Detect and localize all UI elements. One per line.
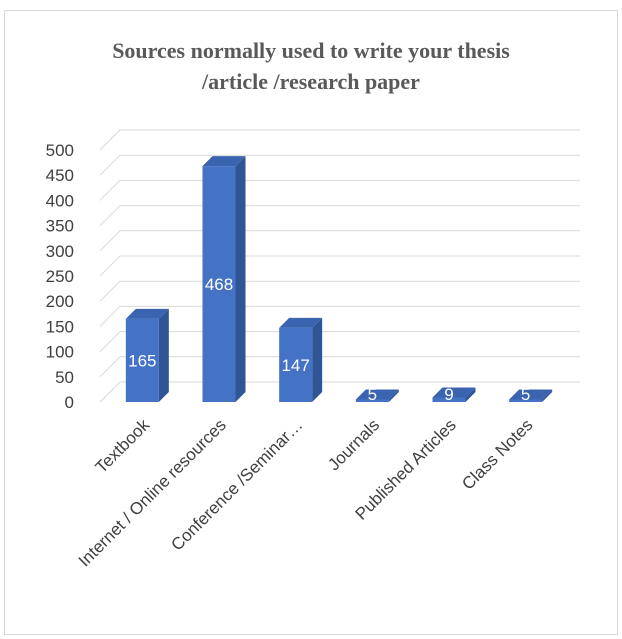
gridline (99, 129, 580, 151)
bar-top (355, 389, 399, 400)
data-label: 147 (281, 356, 309, 375)
y-tick-label: 300 (46, 242, 74, 261)
bar-side (312, 317, 323, 402)
y-tick-label: 500 (46, 141, 74, 160)
bar (125, 318, 159, 402)
y-tick-label: 100 (46, 343, 74, 362)
x-tick-label: Conference /Seminar… (167, 415, 306, 554)
bar-side (235, 156, 246, 402)
gridline (99, 154, 580, 176)
chart-title-line-2: /article /research paper (202, 69, 420, 94)
x-tick-label: Journals (324, 415, 383, 474)
gridline (99, 356, 580, 378)
data-label: 9 (444, 385, 453, 404)
bar-side (158, 308, 169, 402)
gridline (99, 305, 580, 327)
chart-title: Sources normally used to write your thes… (5, 35, 617, 97)
y-tick-label: 450 (46, 166, 74, 185)
bar-side (465, 387, 476, 402)
chart-title-line-1: Sources normally used to write your thes… (112, 38, 510, 63)
y-tick-label: 0 (65, 393, 74, 412)
bar (355, 399, 389, 402)
gridline (99, 179, 580, 201)
bar (202, 166, 236, 402)
data-label: 468 (205, 275, 233, 294)
gridline (99, 280, 580, 302)
bar-top (432, 387, 476, 398)
bar-side (388, 389, 399, 402)
gridline (99, 205, 580, 226)
bar (509, 399, 543, 402)
y-tick-label: 350 (46, 217, 74, 236)
bar-top (125, 308, 169, 319)
x-tick-label: Textbook (92, 415, 154, 477)
gridline (99, 255, 580, 277)
bar (279, 327, 313, 402)
bar-top (202, 156, 246, 167)
gridline (99, 230, 580, 252)
x-tick-label: Class Notes (458, 415, 536, 493)
y-tick-label: 400 (46, 191, 74, 210)
x-tick-label: Internet / Online resources (75, 415, 230, 570)
y-tick-label: 200 (46, 292, 74, 311)
data-label: 5 (368, 385, 377, 404)
data-label: 165 (128, 351, 156, 370)
bar (432, 397, 466, 402)
bar-side (542, 389, 553, 402)
data-label: 5 (521, 385, 530, 404)
bar-top (509, 389, 553, 400)
y-tick-label: 150 (46, 317, 74, 336)
bar-top (279, 317, 323, 328)
y-tick-label: 50 (55, 368, 74, 387)
gridline (99, 381, 580, 403)
y-tick-label: 250 (46, 267, 74, 286)
gridline (99, 331, 580, 352)
